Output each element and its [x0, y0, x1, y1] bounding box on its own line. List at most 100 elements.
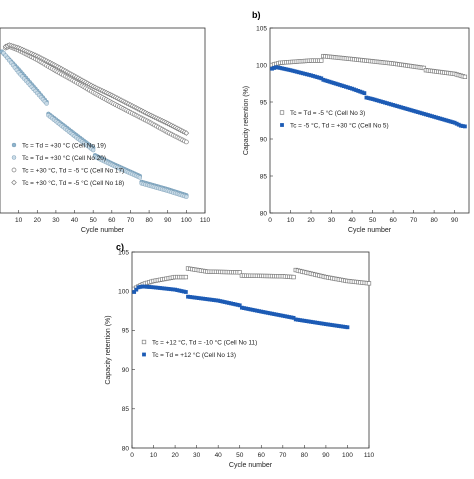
- panel-b-label: b): [252, 10, 261, 20]
- series-4: [2, 42, 190, 136]
- data-point: [313, 320, 318, 325]
- x-tick-label: 50: [236, 452, 244, 459]
- data-point: [244, 306, 249, 311]
- data-point: [248, 307, 253, 312]
- data-point: [405, 107, 410, 112]
- panel-c-label: c): [116, 242, 124, 252]
- data-point: [292, 69, 297, 74]
- data-point: [233, 302, 238, 307]
- series-2: [270, 65, 467, 129]
- data-point: [385, 101, 389, 106]
- x-tick-label: 110: [364, 452, 375, 459]
- data-point: [290, 68, 295, 73]
- data-point: [339, 324, 343, 329]
- data-point: [291, 315, 296, 320]
- data-point: [140, 284, 145, 289]
- data-point: [339, 83, 344, 88]
- data-point: [214, 298, 218, 303]
- legend-label: Tc = Td = +30 °C (Cell No 20): [22, 154, 106, 162]
- data-point: [284, 67, 289, 72]
- y-tick-label: 100: [256, 62, 267, 69]
- data-point: [209, 297, 214, 302]
- x-tick-label: 90: [322, 452, 330, 459]
- data-point: [389, 102, 393, 107]
- y-tick-label: 85: [260, 173, 268, 180]
- data-point: [376, 98, 381, 103]
- data-point: [382, 100, 387, 105]
- data-point: [143, 284, 147, 289]
- data-point: [417, 110, 422, 115]
- legend-label: Tc = +30 °C, Td = -5 °C (Cell No 18): [22, 179, 124, 187]
- data-point: [317, 321, 322, 326]
- data-point: [374, 98, 379, 103]
- x-tick-label: 90: [451, 217, 459, 224]
- data-point: [337, 82, 342, 87]
- series-1: [269, 53, 468, 79]
- data-point: [327, 79, 332, 84]
- x-tick-label: 100: [342, 452, 353, 459]
- data-point: [294, 69, 299, 74]
- y-tick-label: 90: [122, 367, 130, 374]
- x-tick-label: 10: [287, 217, 295, 224]
- x-tick-label: 90: [164, 217, 172, 224]
- x-tick-label: 80: [431, 217, 439, 224]
- data-point: [430, 114, 434, 119]
- panel-b: 0 10 20 30 40 50 60 70 80 90 80 85 90 95 100 105 Cycle n…: [243, 25, 470, 234]
- data-point: [341, 84, 346, 89]
- data-point: [263, 310, 268, 315]
- data-point: [403, 106, 408, 111]
- x-tick-label: 60: [258, 452, 266, 459]
- x-tick-label: 60: [389, 217, 397, 224]
- data-point: [270, 311, 274, 316]
- x-tick-label: 110: [200, 217, 211, 224]
- x-axis-label: Cycle number: [229, 462, 273, 469]
- data-point: [330, 323, 335, 327]
- legend-marker: [280, 123, 284, 127]
- data-point: [393, 103, 398, 108]
- y-tick-label: 80: [122, 445, 130, 452]
- data-point: [231, 302, 236, 306]
- data-point: [278, 313, 283, 318]
- data-point: [419, 111, 424, 116]
- data-point: [235, 302, 240, 307]
- y-axis-label: Capacity retention (%): [105, 315, 112, 384]
- data-point: [280, 66, 285, 71]
- data-point: [380, 100, 385, 104]
- data-point: [132, 290, 137, 294]
- plot-frame: [269, 27, 470, 214]
- y-tick-label: 85: [122, 406, 130, 413]
- legend-marker: [141, 339, 147, 345]
- data-point: [283, 314, 287, 319]
- data-point: [265, 310, 270, 315]
- data-point: [387, 101, 391, 106]
- data-point: [287, 315, 292, 319]
- data-point: [462, 74, 468, 79]
- data-point: [274, 65, 279, 70]
- legend-label: Tc = Td = -5 °C (Cell No 3): [290, 109, 365, 117]
- data-point: [194, 295, 199, 300]
- data-point: [345, 325, 350, 330]
- data-point: [300, 71, 305, 76]
- data-point: [319, 58, 324, 63]
- data-point: [216, 298, 221, 303]
- data-point: [432, 114, 437, 119]
- data-point: [305, 72, 309, 77]
- data-point: [207, 297, 212, 302]
- data-point: [289, 315, 294, 320]
- data-point: [192, 295, 197, 300]
- data-point: [190, 295, 195, 300]
- data-point: [462, 124, 467, 129]
- x-tick-label: 80: [301, 452, 309, 459]
- data-point: [391, 103, 395, 107]
- data-point: [201, 296, 205, 301]
- data-point: [335, 82, 340, 87]
- data-point: [222, 300, 227, 304]
- data-point: [293, 317, 298, 322]
- data-point: [352, 87, 357, 92]
- legend-marker: [11, 179, 17, 186]
- x-tick-label: 10: [15, 217, 23, 224]
- data-point: [252, 308, 257, 313]
- data-point: [426, 113, 430, 117]
- data-point: [358, 89, 363, 94]
- data-point: [239, 305, 244, 310]
